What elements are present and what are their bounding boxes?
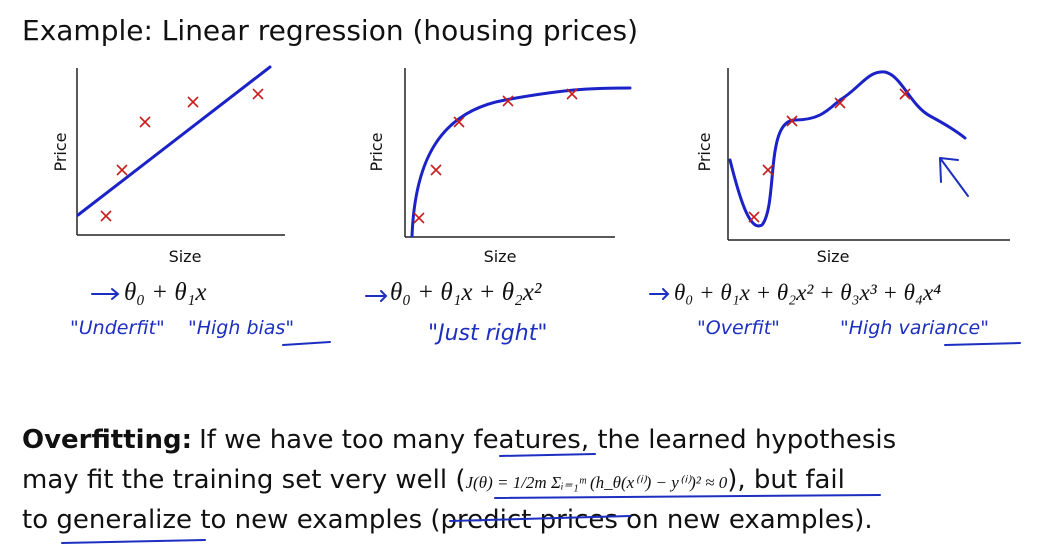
data-points: [100, 88, 264, 222]
cross-marker: [116, 164, 128, 176]
cross-marker: [187, 96, 199, 108]
paragraph-line: to generalize to new examples (predict p…: [22, 505, 873, 535]
cross-marker: [453, 116, 465, 128]
data-points: [748, 88, 911, 223]
note: "High bias": [188, 317, 294, 339]
plot-1: Price Size: [51, 65, 285, 266]
underline: [61, 539, 206, 544]
plot-2: Price Size: [367, 68, 632, 266]
hand-arrow: [649, 288, 670, 300]
cross-marker: [834, 97, 846, 109]
y-label: Price: [367, 132, 386, 171]
paragraph-line: may fit the training set very well (J(θ)…: [22, 465, 845, 495]
cross-marker: [748, 211, 760, 223]
hypothesis: θ₀ + θ₁x + θ₂x²: [390, 279, 542, 306]
text: If we have too many features, the learne…: [199, 425, 896, 455]
underline: [449, 515, 631, 522]
cross-marker: [100, 210, 112, 222]
hand-arrow: [939, 157, 969, 197]
cross-marker: [899, 88, 911, 100]
cross-marker: [413, 212, 425, 224]
fit-curve: [76, 65, 272, 217]
x-label: Size: [817, 247, 850, 266]
hypothesis: θ₀ + θ₁x + θ₂x² + θ₃x³ + θ₄x⁴: [674, 280, 941, 305]
cross-marker: [139, 116, 151, 128]
note: "Overfit": [697, 317, 780, 339]
underline: [494, 494, 881, 499]
cross-marker: [786, 115, 798, 127]
underline: [282, 341, 331, 346]
text: ), but fail: [727, 465, 845, 495]
cross-marker: [502, 95, 514, 107]
hand-arrow: [91, 288, 120, 300]
hand-arrow: [365, 290, 388, 302]
note: "Underfit": [70, 317, 165, 339]
term: Overfitting:: [22, 425, 192, 455]
underline: [944, 342, 1021, 346]
paragraph-line: Overfitting: If we have too many features…: [22, 425, 896, 455]
hypothesis: θ₀ + θ₁x: [124, 279, 206, 306]
y-label: Price: [695, 132, 714, 171]
cross-marker: [762, 164, 774, 176]
text: may fit the training set very well (: [22, 465, 466, 495]
underline: [499, 453, 596, 457]
y-label: Price: [51, 132, 70, 171]
x-label: Size: [484, 247, 517, 266]
cross-marker: [430, 164, 442, 176]
data-points: [413, 88, 578, 224]
formula: J(θ) = 1/2m Σᵢ₌₁ᵐ (h_θ(x⁽ⁱ⁾) − y⁽ⁱ⁾)² ≈ …: [466, 473, 728, 492]
fit-curve: [410, 86, 632, 238]
cross-marker: [252, 88, 264, 100]
x-label: Size: [169, 247, 202, 266]
fit-curve: [728, 70, 967, 228]
cross-marker: [566, 88, 578, 100]
note: "High variance": [840, 317, 989, 339]
note: "Just right": [428, 321, 547, 346]
slide-title: Example: Linear regression (housing pric…: [22, 14, 638, 47]
plot-3: Price Size: [695, 68, 1010, 266]
